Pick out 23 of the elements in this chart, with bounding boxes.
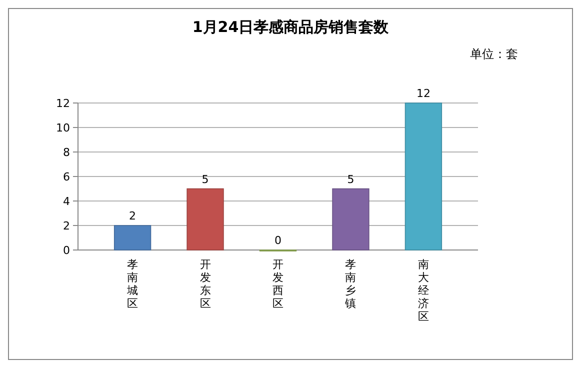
- y-tick-label: 8: [63, 146, 70, 159]
- x-tick-label: 孝南城区: [126, 258, 138, 310]
- x-tick-label: 开发东区: [200, 258, 211, 310]
- x-tick-label: 开发西区: [272, 258, 284, 310]
- data-label: 12: [416, 87, 430, 100]
- bar: [186, 188, 224, 250]
- data-label: 5: [347, 172, 354, 186]
- y-tick-label: 4: [63, 194, 70, 208]
- bar: [332, 188, 370, 250]
- y-tick-label: 2: [63, 219, 70, 232]
- data-label: 5: [202, 172, 209, 186]
- text: 单位：套: [470, 47, 518, 61]
- y-tick-label: 6: [63, 170, 70, 184]
- data-label: 0: [274, 234, 282, 247]
- chart-title: 1月24日孝感商品房销售套数: [192, 18, 390, 36]
- y-tick-label: 10: [56, 121, 70, 134]
- x-tick-label: 南大经济区: [418, 258, 429, 323]
- bar: [404, 102, 442, 250]
- x-tick-label: 孝南乡镇: [344, 258, 356, 310]
- bar: [114, 225, 152, 250]
- y-tick-label: 0: [63, 244, 70, 257]
- y-tick-label: 12: [56, 96, 70, 110]
- data-label: 2: [129, 210, 136, 222]
